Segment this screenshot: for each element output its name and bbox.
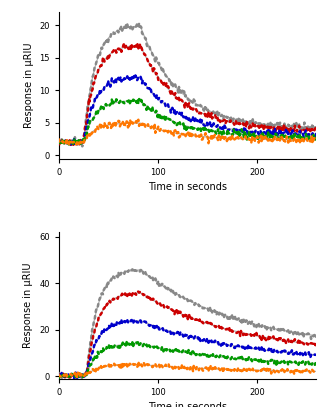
Y-axis label: Response in μRIU: Response in μRIU bbox=[23, 263, 34, 348]
Y-axis label: Response in μRIU: Response in μRIU bbox=[23, 43, 34, 128]
X-axis label: Time in seconds: Time in seconds bbox=[148, 402, 227, 407]
X-axis label: Time in seconds: Time in seconds bbox=[148, 182, 227, 193]
